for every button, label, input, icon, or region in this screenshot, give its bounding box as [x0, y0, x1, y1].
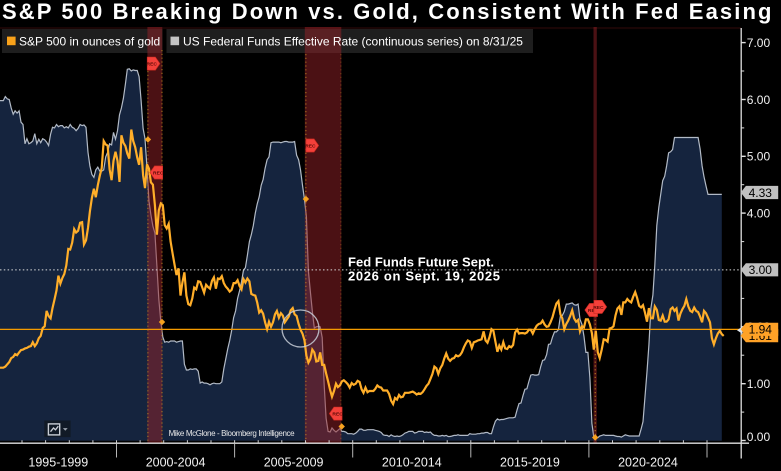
- svg-text:REC: REC: [153, 170, 164, 176]
- svg-text:4.00: 4.00: [747, 206, 771, 220]
- svg-text:7.00: 7.00: [747, 36, 771, 50]
- svg-text:US Federal Funds Effective Rat: US Federal Funds Effective Rate (continu…: [183, 34, 523, 48]
- svg-text:1995-1999: 1995-1999: [28, 456, 88, 470]
- svg-text:2000-2004: 2000-2004: [146, 456, 206, 470]
- svg-text:REC: REC: [588, 308, 599, 314]
- svg-text:2005-2009: 2005-2009: [264, 456, 324, 470]
- svg-text:6.00: 6.00: [747, 93, 771, 107]
- svg-text:2026 on Sept. 19, 2025: 2026 on Sept. 19, 2025: [348, 269, 500, 284]
- svg-text:0.00: 0.00: [747, 430, 771, 444]
- svg-text:1.94: 1.94: [749, 323, 773, 337]
- svg-text:REC: REC: [332, 412, 343, 418]
- svg-text:REC: REC: [593, 305, 604, 311]
- svg-text:4.33: 4.33: [749, 186, 773, 200]
- svg-text:S&P 500 in ounces of gold: S&P 500 in ounces of gold: [19, 34, 160, 48]
- svg-text:S&P 500 Breaking Down vs. Gold: S&P 500 Breaking Down vs. Gold, Consiste…: [2, 0, 774, 24]
- svg-text:Mike McGlone - Bloomberg Intel: Mike McGlone - Bloomberg Intelligence: [169, 429, 296, 438]
- svg-text:3.00: 3.00: [749, 263, 773, 277]
- svg-text:REC: REC: [147, 62, 158, 68]
- svg-text:2015-2019: 2015-2019: [500, 456, 560, 470]
- svg-text:2010-2014: 2010-2014: [382, 456, 442, 470]
- svg-text:REC: REC: [305, 143, 316, 149]
- svg-text:1.00: 1.00: [747, 377, 771, 391]
- svg-text:2020-2024: 2020-2024: [618, 456, 678, 470]
- svg-text:5.00: 5.00: [747, 150, 771, 164]
- svg-text:Fed Funds Future Sept.: Fed Funds Future Sept.: [348, 255, 494, 270]
